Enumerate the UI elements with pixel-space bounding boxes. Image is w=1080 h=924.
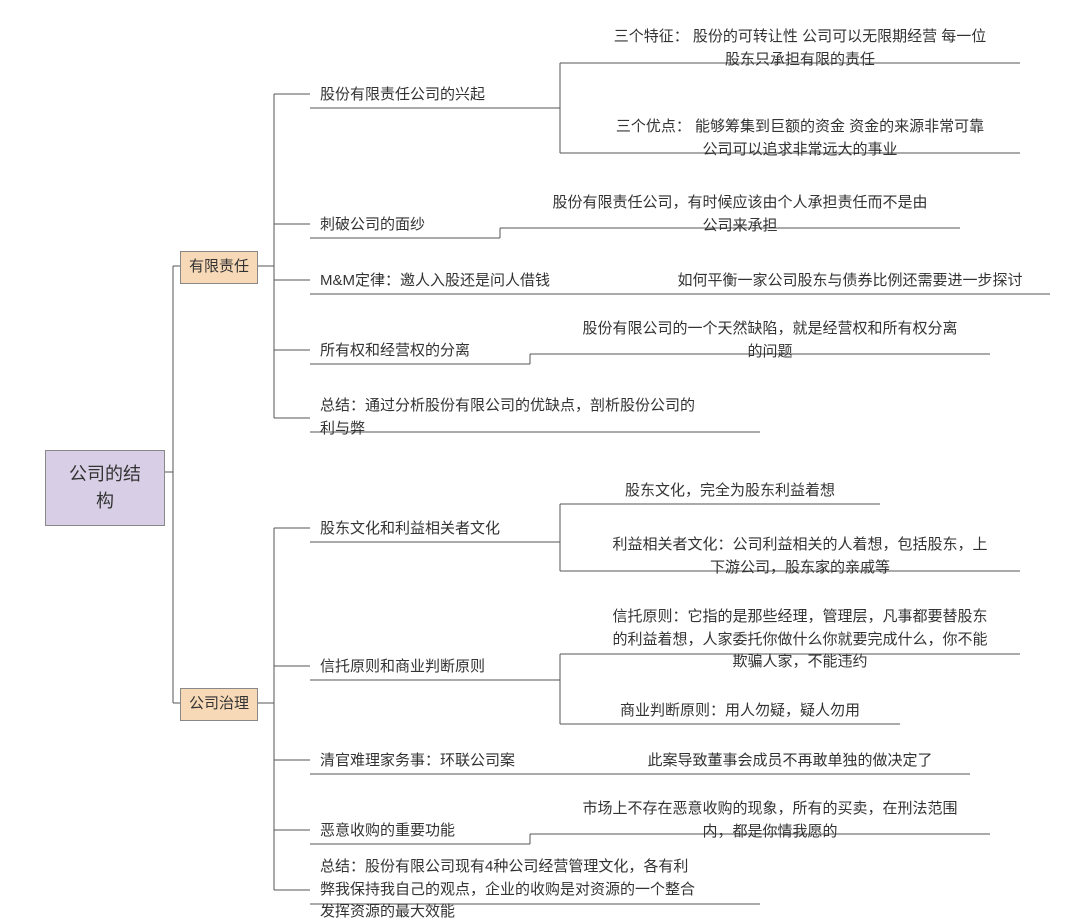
- branch-shareholder-culture: 股东文化和利益相关者文化: [320, 518, 530, 541]
- leaf-fiduciary-principle: 信托原则：它指的是那些经理，管理层，凡事都要替股东 的利益着想，人家委托你做什么…: [580, 606, 1020, 674]
- branch-summary-1: 总结：通过分析股份有限公司的优缺点，剖析股份公司的 利与弊: [320, 395, 760, 440]
- leaf-three-characteristics: 三个特征： 股份的可转让性 公司可以无限期经营 每一位 股东只承担有限的责任: [580, 26, 1020, 71]
- mindmap-canvas: 公司的结构 有限责任 公司治理 股份有限责任公司的兴起 三个特征： 股份的可转让…: [0, 0, 1080, 922]
- branch-fiduciary-bjr: 信托原则和商业判断原则: [320, 656, 520, 679]
- leaf-natural-defect: 股份有限公司的一个天然缺陷，就是经营权和所有权分离 的问题: [550, 318, 990, 363]
- branch-summary-2: 总结：股份有限公司现有4种公司经营管理文化，各有利 弊我保持我自己的观点，企业的…: [320, 856, 760, 924]
- root-node: 公司的结构: [45, 450, 165, 526]
- branch-mm-theorem: M&M定律：邀人入股还是问人借钱: [320, 270, 600, 293]
- branch-hostile-takeover: 恶意收购的重要功能: [320, 820, 490, 843]
- leaf-three-advantages: 三个优点： 能够筹集到巨额的资金 资金的来源非常可靠 公司可以追求非常远大的事业: [580, 116, 1020, 161]
- leaf-shareholder-culture: 股东文化，完全为股东利益着想: [580, 480, 880, 503]
- leaf-no-hostile: 市场上不存在恶意收购的现象，所有的买卖，在刑法范围 内，都是你情我愿的: [550, 798, 990, 843]
- leaf-business-judgment: 商业判断原则：用人勿疑，疑人勿用: [580, 700, 900, 723]
- category-node-limited-liability: 有限责任: [180, 251, 258, 284]
- leaf-stakeholder-culture: 利益相关者文化：公司利益相关的人着想，包括股东，上 下游公司，股东家的亲戚等: [580, 534, 1020, 579]
- leaf-board-decision: 此案导致董事会成员不再敢单独的做决定了: [610, 750, 970, 773]
- branch-ownership-separation: 所有权和经营权的分离: [320, 340, 500, 363]
- leaf-personal-liability: 股份有限责任公司，有时候应该由个人承担责任而不是由 公司来承担: [520, 192, 960, 237]
- leaf-balance-equity-debt: 如何平衡一家公司股东与债券比例还需要进一步探讨: [650, 270, 1050, 293]
- branch-trans-union-case: 清官难理家务事：环联公司案: [320, 750, 550, 773]
- branch-pierce-veil: 刺破公司的面纱: [320, 214, 450, 237]
- branch-rise-joint-stock: 股份有限责任公司的兴起: [320, 84, 520, 107]
- category-node-corporate-governance: 公司治理: [180, 688, 258, 721]
